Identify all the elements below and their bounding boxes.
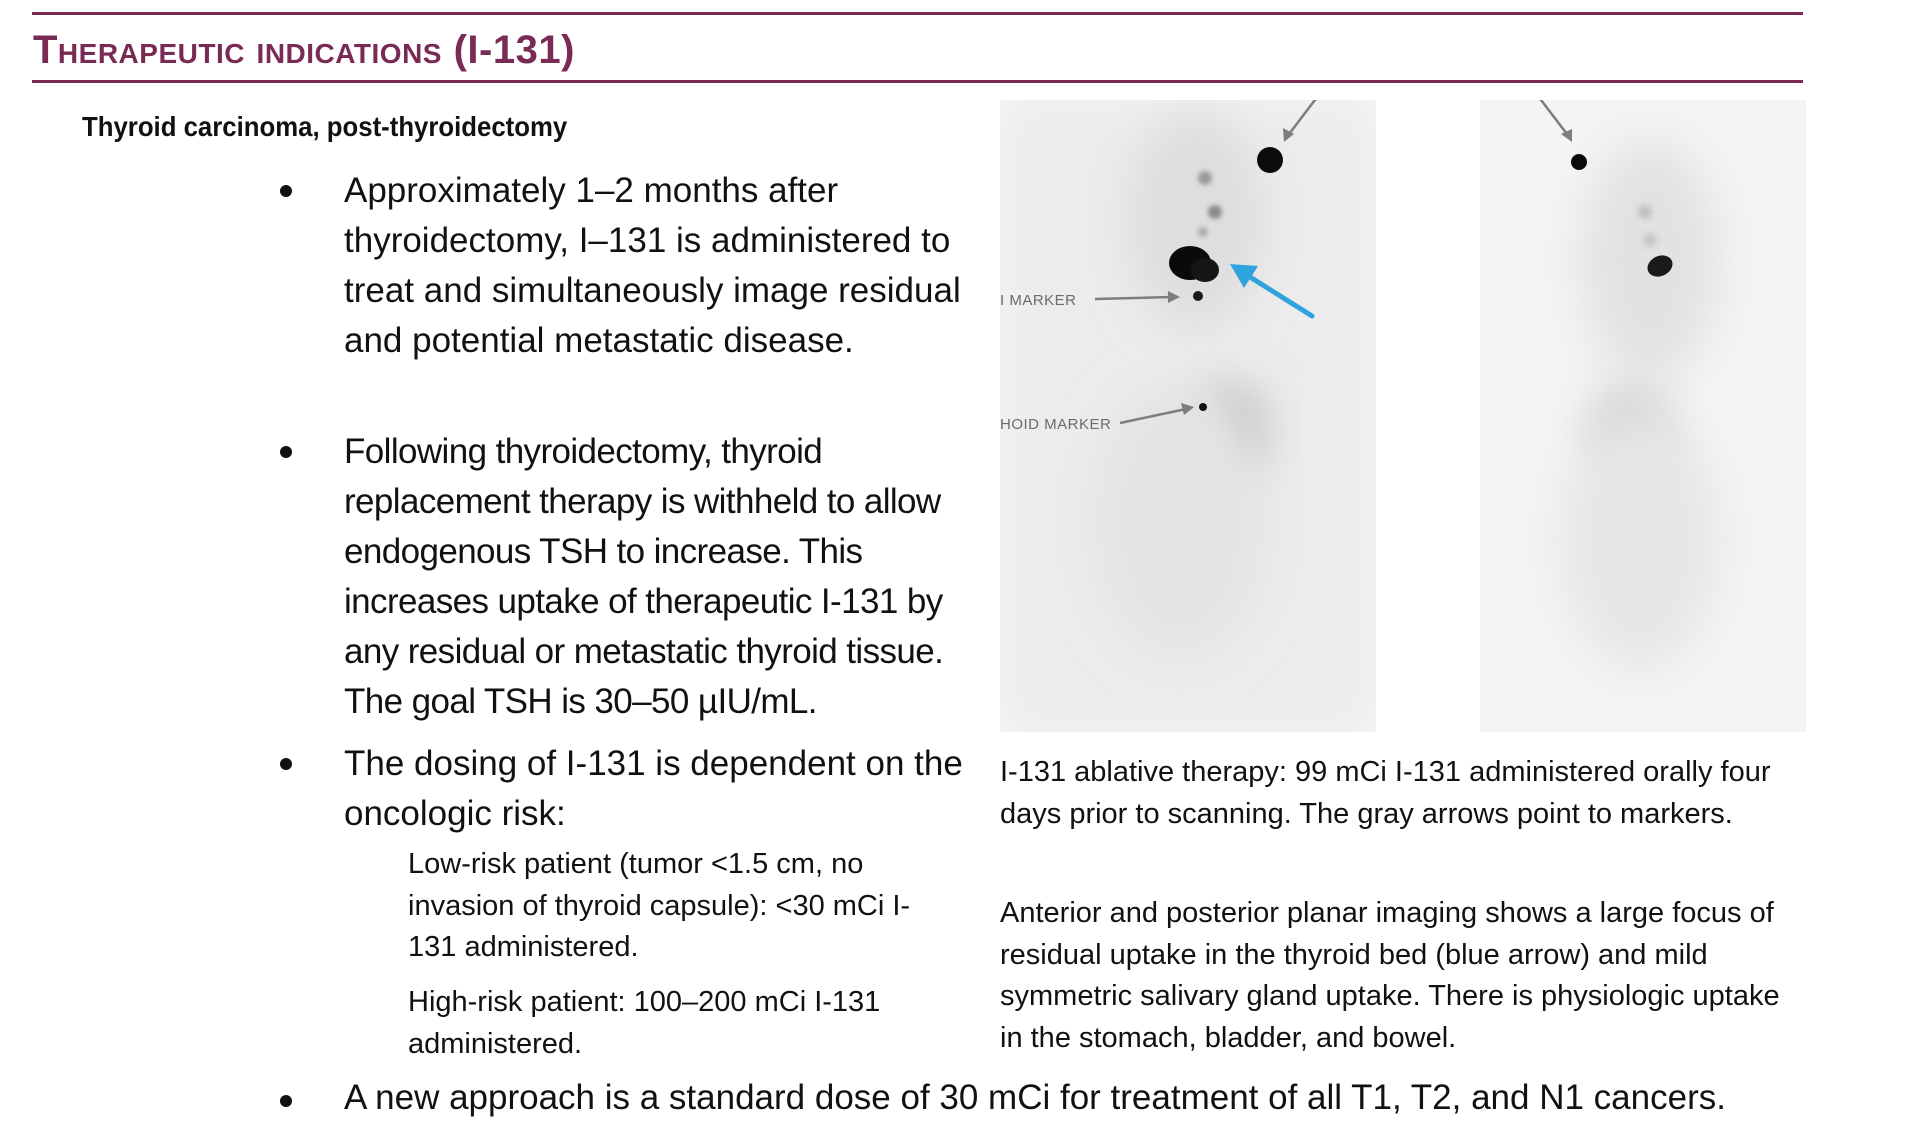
blue-arrow-icon	[1230, 264, 1315, 319]
page-title: Therapeutic indications (I-131)	[33, 28, 575, 72]
posterior-scan-image	[1480, 100, 1806, 732]
marker-label-lower: HOID MARKER	[1000, 416, 1111, 433]
figure-caption-1: I-131 ablative therapy: 99 mCi I-131 adm…	[1000, 756, 1771, 830]
sub-bullet-low-risk: Low-risk patient (tumor <1.5 cm, no inva…	[408, 848, 911, 963]
anterior-scan-image: I MARKER HOID MARKER	[1000, 100, 1376, 732]
bullet-marker	[280, 1095, 292, 1107]
bullet-marker	[280, 185, 292, 197]
sub-bullet-high-risk: High-risk patient: 100–200 mCi I-131 adm…	[408, 986, 881, 1060]
bullet-text-4: A new approach is a standard dose of 30 …	[344, 1078, 1726, 1117]
bullet-text-2: Following thyroidectomy, thyroid replace…	[344, 432, 944, 721]
bullet-marker	[280, 758, 292, 770]
header-rule-bottom	[32, 80, 1803, 83]
section-subtitle: Thyroid carcinoma, post-thyroidectomy	[82, 111, 568, 142]
marker-label-upper: I MARKER	[1000, 292, 1077, 309]
bullet-text-1: Approximately 1–2 months after thyroidec…	[344, 171, 961, 360]
figure-caption-2: Anterior and posterior planar imaging sh…	[1000, 897, 1780, 1054]
header-rule-top	[32, 12, 1803, 15]
bullet-text-3: The dosing of I-131 is dependent on the …	[344, 744, 963, 833]
bullet-marker	[280, 446, 292, 458]
